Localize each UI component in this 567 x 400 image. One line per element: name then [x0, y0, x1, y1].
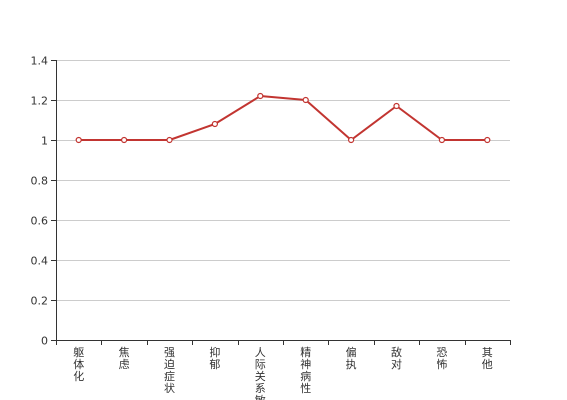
y-tick-label: 0.6 [31, 215, 49, 228]
data-point [257, 92, 264, 100]
data-point [302, 96, 309, 104]
y-tick-label: 0.8 [31, 175, 49, 188]
series-line [78, 95, 488, 141]
grid-lines [56, 60, 510, 301]
x-tick-label: 强迫症状 [164, 346, 175, 395]
y-tick-label: 1.4 [31, 55, 49, 68]
data-point [75, 136, 82, 144]
data-points [75, 92, 491, 144]
x-tick-label: 精神病性 [300, 346, 311, 395]
x-axis-tick-labels: 躯体化 焦虑 强迫症状 抑郁 人际关系敏感 精神病性 偏执 敌对 恐怖 其他 [73, 345, 493, 400]
data-point [166, 136, 173, 144]
data-point [348, 136, 355, 144]
series-line-0 [78, 95, 488, 141]
x-tick-label: 偏执 [346, 345, 357, 371]
data-point [484, 136, 491, 144]
x-tick-label: 抑郁 [209, 345, 220, 371]
data-point [393, 102, 400, 110]
x-tick-label: 其他 [482, 346, 493, 371]
y-tick-label: 0 [41, 335, 48, 348]
x-tick-label: 敌对 [391, 345, 402, 371]
x-tick-label: 躯体化 [73, 346, 84, 383]
x-tick-label: 恐怖 [436, 346, 447, 371]
data-point [211, 120, 218, 128]
y-axis-tick-labels: 0 0.2 0.4 0.6 0.8 1 1.2 1.4 [31, 55, 49, 348]
y-tick-label: 1.2 [31, 95, 49, 108]
y-tick-label: 0.4 [31, 255, 49, 268]
x-tick-label: 人际关系敏感 [255, 346, 266, 400]
data-point [438, 136, 445, 144]
x-tick-label: 焦虑 [119, 346, 130, 371]
y-tick-label: 1 [41, 135, 48, 148]
axes [51, 60, 511, 345]
data-point [120, 136, 128, 144]
y-tick-label: 0.2 [31, 295, 49, 308]
